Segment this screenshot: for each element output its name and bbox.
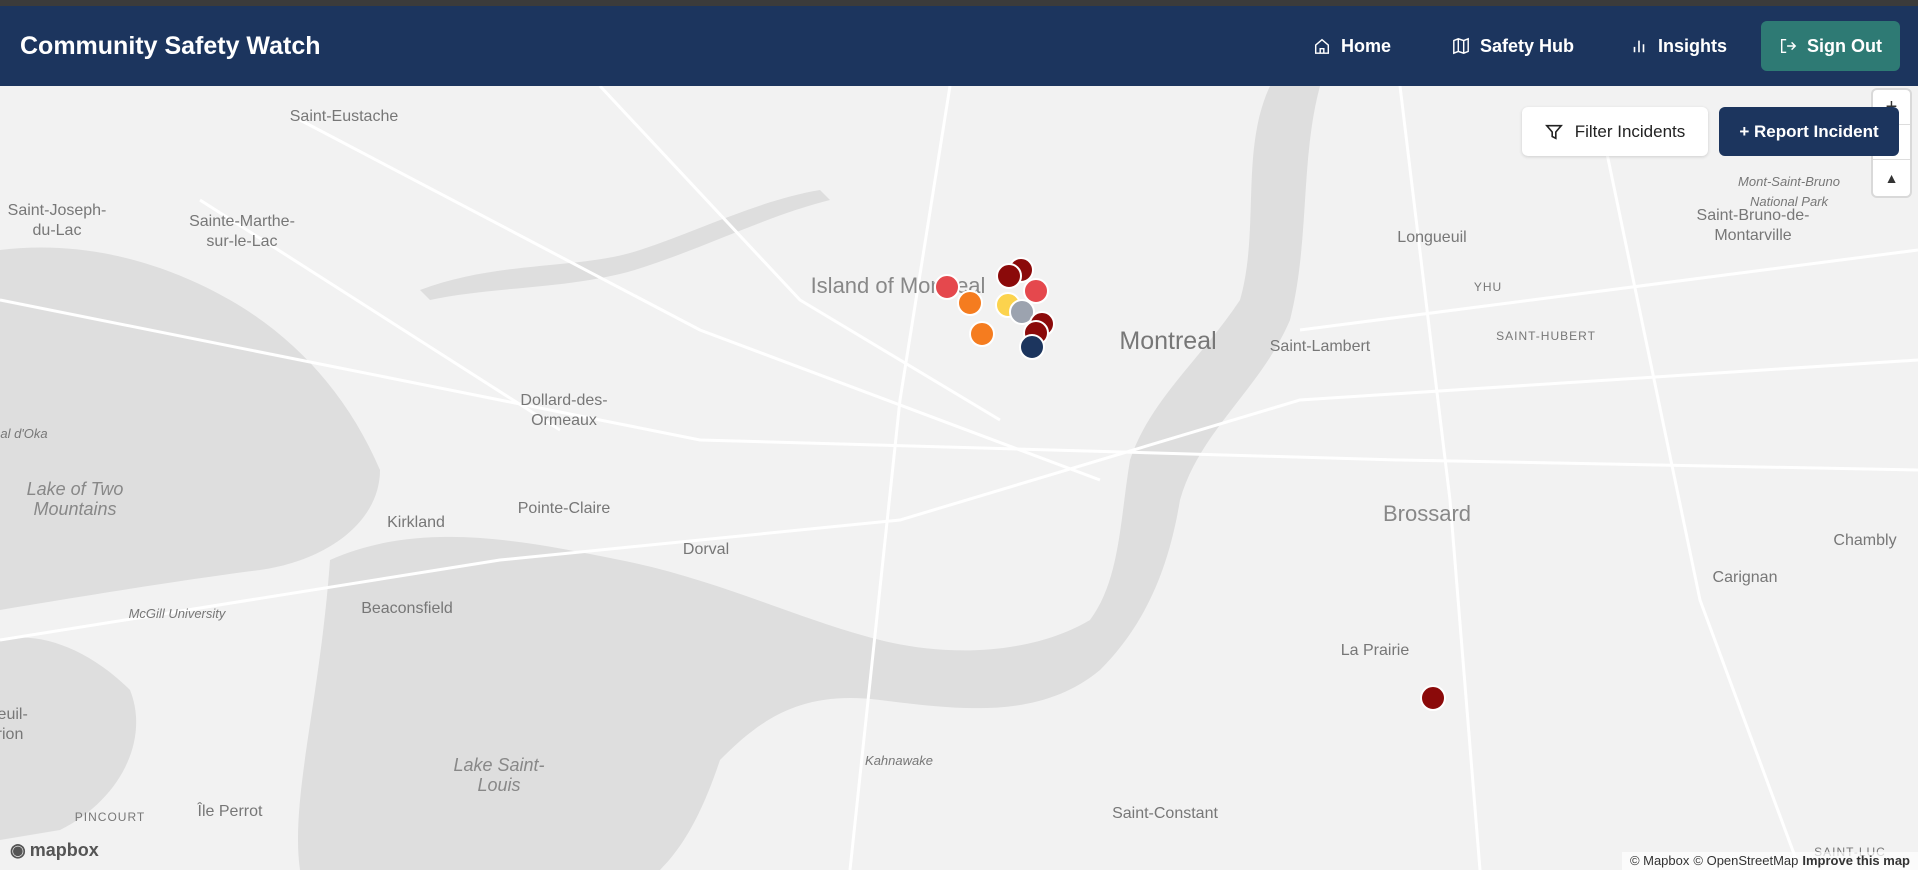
map-label: PINCOURT	[74, 810, 146, 824]
map-label: Carignan	[1712, 569, 1778, 586]
mapbox-logo[interactable]: ◉ mapbox	[10, 840, 99, 861]
incident-marker[interactable]	[957, 290, 983, 316]
map-icon	[1453, 37, 1469, 55]
map-label: Chambly	[1833, 532, 1897, 549]
browser-strip	[0, 0, 1918, 6]
attribution-osm[interactable]: © OpenStreetMap	[1693, 853, 1799, 868]
home-icon	[1314, 38, 1330, 54]
filter-icon	[1544, 124, 1563, 140]
map-label: Saint-Eustache	[289, 108, 399, 125]
map-label: La Prairie	[1340, 642, 1410, 659]
nav-safety-hub-label: Safety Hub	[1480, 35, 1575, 56]
attribution-mapbox[interactable]: © Mapbox	[1629, 853, 1690, 868]
map-label: Lake of Two Mountains	[26, 479, 124, 519]
map-label: Dorval	[682, 541, 730, 558]
map-label: YHU	[1473, 280, 1503, 294]
map-label: Brossard	[1382, 501, 1472, 526]
map-attribution: © Mapbox © OpenStreetMap Improve this ma…	[1621, 852, 1918, 870]
compass-button[interactable]: ▲	[1884, 169, 1899, 186]
improve-map-link[interactable]: Improve this map	[1802, 853, 1910, 868]
incident-marker[interactable]	[1420, 685, 1446, 711]
sign-out-label: Sign Out	[1807, 35, 1882, 56]
filter-incidents-label: Filter Incidents	[1574, 121, 1686, 141]
map-label: Saint-Joseph-du-Lac	[7, 202, 107, 239]
incident-marker[interactable]	[996, 263, 1022, 289]
incident-marker[interactable]	[1019, 334, 1045, 360]
map-label: SAINT-HUBERT	[1496, 329, 1596, 343]
map-label: Lake Saint-Louis	[453, 755, 545, 795]
app-header: Community Safety Watch Home Safety Hub I…	[0, 6, 1918, 86]
mapbox-logo-icon: ◉	[10, 840, 26, 860]
map-label: reuil-rion	[0, 706, 28, 743]
map-label: Sainte-Marthe-sur-le-Lac	[189, 213, 295, 250]
map-label: McGill University	[128, 606, 226, 621]
nav-home[interactable]: Home	[1313, 6, 1391, 86]
sign-out-icon	[1780, 38, 1797, 54]
bar-chart-icon	[1633, 40, 1645, 53]
map-label: Beaconsfield	[361, 600, 453, 617]
map-label: Longueuil	[1397, 229, 1467, 246]
map-label: Saint-Constant	[1112, 805, 1218, 822]
map[interactable]: Saint-Eustache Saint-Joseph-du-Lac Sainte-…	[0, 86, 1918, 870]
map-label: Saint-Lambert	[1269, 338, 1371, 355]
map-label: Montreal	[1119, 327, 1217, 355]
nav-insights-label: Insights	[1658, 35, 1728, 56]
map-label: Saint-Bruno-de-Montarville	[1696, 207, 1810, 244]
map-label: al d'Oka	[0, 426, 48, 441]
map-label: Kahnawake	[865, 753, 933, 768]
zoom-out-button[interactable]	[1873, 125, 1910, 160]
incident-marker[interactable]	[969, 321, 995, 347]
filter-incidents-button[interactable]: Filter Incidents	[1522, 107, 1708, 156]
map-label: Dollard-des-Ormeaux	[520, 392, 608, 429]
map-label: Île Perrot	[197, 803, 263, 820]
nav-home-label: Home	[1341, 35, 1392, 56]
sign-out-button[interactable]: Sign Out	[1761, 21, 1900, 71]
report-incident-button[interactable]: + Report Incident	[1719, 107, 1899, 156]
map-label: Kirkland	[387, 514, 445, 531]
mapbox-logo-text: mapbox	[29, 840, 99, 860]
map-label: Pointe-Claire	[517, 500, 611, 517]
map-basemap	[0, 86, 1918, 870]
nav-insights[interactable]: Insights	[1630, 6, 1727, 86]
nav-safety-hub[interactable]: Safety Hub	[1452, 6, 1574, 86]
map-label: Mont-Saint-Bruno National Park	[1738, 174, 1840, 209]
app-title: Community Safety Watch	[20, 32, 321, 60]
incident-marker[interactable]	[934, 274, 960, 300]
